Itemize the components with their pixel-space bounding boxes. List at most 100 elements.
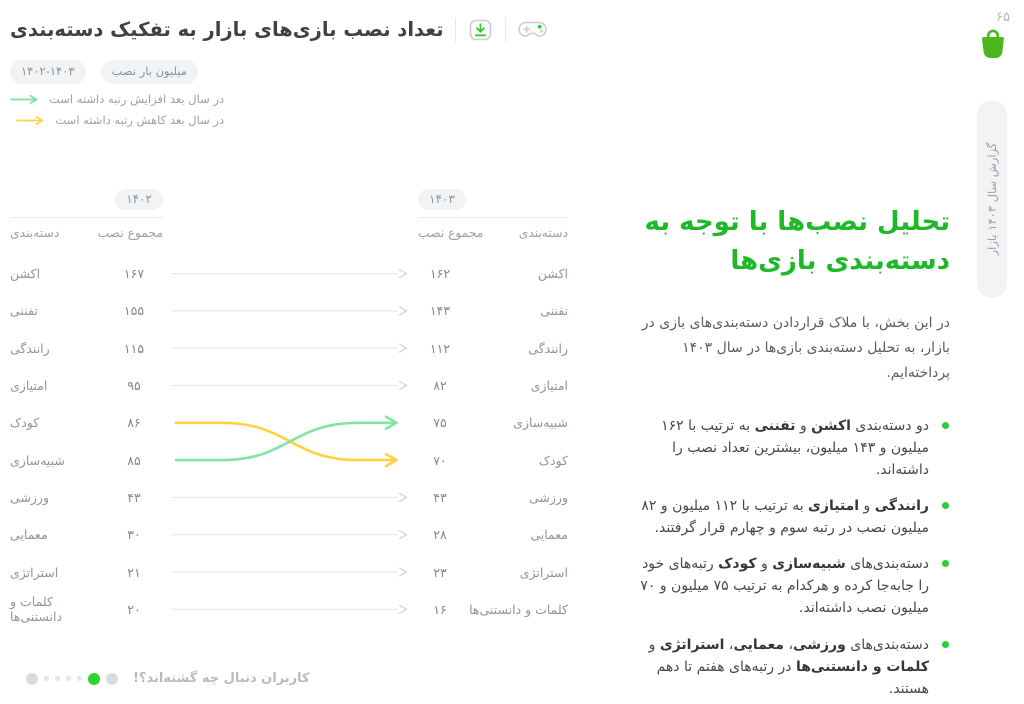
bullet-dot-icon xyxy=(942,421,949,429)
analysis-bullet: رانندگی و امتیازی به ترتیب با ۱۱۲ میلیون… xyxy=(628,495,950,539)
year-badge-1403: ۱۴۰۳ xyxy=(418,189,466,210)
page-dots xyxy=(26,672,118,685)
page-dot[interactable] xyxy=(106,672,118,685)
table-row: ۱۶۲ اکشن xyxy=(418,255,568,292)
rows-1403: ۱۶۲ اکشن ۱۴۳ تفننی ۱۱۲ رانندگی ۸۲ امتیازی ۷۵ شبیه… xyxy=(418,255,568,628)
bullet-dot-icon xyxy=(942,502,949,510)
analysis-heading: تحلیل نصب‌ها با توجه به دسته‌بندی بازی‌ه… xyxy=(628,203,950,281)
category-label: تفننی xyxy=(540,303,568,319)
slope-line-same xyxy=(171,343,408,353)
table-row: ورزشی ۴۳ xyxy=(10,479,163,516)
analysis-section: تحلیل نصب‌ها با توجه به دسته‌بندی بازی‌ه… xyxy=(628,203,950,700)
bullet-text-bold: کلمات و دانستنی‌ها xyxy=(795,658,929,675)
installs-value: ۳۰ xyxy=(127,527,141,543)
category-label: کلمات و دانستنی‌ها xyxy=(469,601,568,617)
category-label: شبیه‌سازی xyxy=(513,415,568,431)
side-tab-label: گزارش سال ۱۴۰۳ بازار xyxy=(985,142,999,256)
installs-value: ۱۵۵ xyxy=(123,303,145,319)
category-label: کودک xyxy=(10,415,40,431)
category-label: معمایی xyxy=(530,527,568,543)
bullet-text-bold: امتیازی xyxy=(808,498,860,515)
download-icon[interactable] xyxy=(467,16,494,43)
bullet-text-bold: ورزشی xyxy=(793,636,846,653)
bullet-text-bold: شبیه‌سازی xyxy=(772,556,846,573)
installs-value: ۱۶ xyxy=(433,601,447,617)
category-label: رانندگی xyxy=(10,340,50,356)
category-label: استراتژی xyxy=(10,564,59,580)
page-dot[interactable] xyxy=(55,676,60,681)
bazaar-basket-logo-icon xyxy=(982,29,1004,58)
table-row: ۴۳ ورزشی xyxy=(418,479,568,516)
page-dot-active[interactable] xyxy=(88,672,100,685)
installs-value: ۴۳ xyxy=(127,489,141,505)
category-label: امتیازی xyxy=(530,378,568,394)
installs-value: ۱۴۳ xyxy=(429,303,451,319)
year-badge-1402: ۱۴۰۲ xyxy=(115,189,163,210)
divider xyxy=(418,217,568,218)
category-label: تفننی xyxy=(10,303,38,319)
installs-value: ۱۱۲ xyxy=(429,340,451,356)
table-row: ۱۴۳ تفننی xyxy=(418,292,568,329)
installs-value: ۱۱۵ xyxy=(123,340,145,356)
bullet-text: ، xyxy=(724,636,734,653)
analysis-bullets: دو دسته‌بندی اکشن و تفننی به ترتیب با ۱۶… xyxy=(628,415,950,700)
category-label: ورزشی xyxy=(528,489,568,505)
bullet-text-bold: استراتژی xyxy=(659,636,725,653)
slope-line-same xyxy=(171,567,408,577)
table-row: رانندگی ۱۱۵ xyxy=(10,330,163,367)
slope-line-same xyxy=(171,492,408,503)
installs-value: ۲۰ xyxy=(127,601,141,617)
table-row: کلمات و دانستنی‌ها ۲۰ xyxy=(10,591,163,628)
page-title: تعداد نصب بازی‌های بازار به تفکیک دسته‌ب… xyxy=(10,18,444,41)
category-label: کودک xyxy=(538,452,568,468)
table-row: اکشن ۱۶۷ xyxy=(10,255,163,292)
installs-value: ۲۱ xyxy=(127,564,141,580)
page-dot[interactable] xyxy=(77,676,82,681)
side-tab-report-bookmark[interactable]: گزارش سال ۱۴۰۳ بازار xyxy=(977,100,1007,298)
table-row: کودک ۸۶ xyxy=(10,404,163,441)
category-label: اکشن xyxy=(10,266,41,282)
table-row: ۱۶ کلمات و دانستنی‌ها xyxy=(418,591,568,628)
unit-badge: میلیون بار نصب xyxy=(100,60,198,84)
legend-item-down: در سال بعد کاهش رتبه داشته است xyxy=(10,113,224,127)
page-dot[interactable] xyxy=(44,676,49,681)
slope-lines-chart xyxy=(171,268,408,614)
slope-line-same xyxy=(171,306,408,316)
column-header-category: دسته‌بندی xyxy=(518,226,568,240)
gamepad-icon[interactable] xyxy=(517,17,548,42)
table-row: شبیه‌سازی ۸۵ xyxy=(10,441,163,478)
installs-value: ۲۸ xyxy=(433,527,447,543)
bullet-text: به ترتیب با ۱۶۲ میلیون و ۱۴۳ میلیون، بیش… xyxy=(661,417,929,478)
legend-item-up: در سال بعد افزایش رتبه داشته است xyxy=(10,92,224,106)
slope-line-same xyxy=(171,380,408,391)
next-section-label: کاربران دنبال چه گشته‌اند؟! xyxy=(133,671,310,686)
category-label: شبیه‌سازی xyxy=(10,452,65,468)
bullet-dot-icon xyxy=(942,560,949,568)
page-number: ۶۵ xyxy=(996,10,1010,25)
divider xyxy=(504,17,506,42)
page-dot[interactable] xyxy=(26,672,38,685)
installs-value: ۱۶۲ xyxy=(429,266,451,282)
table-row: ۸۲ امتیازی xyxy=(418,367,568,404)
table-row: ۲۳ استراتژی xyxy=(418,553,568,590)
bullet-text: و xyxy=(859,498,875,515)
divider xyxy=(10,217,163,218)
bullet-text: در رتبه‌های هفتم تا دهم هستند. xyxy=(656,658,929,697)
legend-label: در سال بعد افزایش رتبه داشته است xyxy=(49,92,225,106)
category-label: امتیازی xyxy=(10,378,48,394)
bullet-dot-icon xyxy=(942,640,949,648)
rows-1402: اکشن ۱۶۷ تفننی ۱۵۵ رانندگی ۱۱۵ امتیازی ۹۵ کودک ۸۶… xyxy=(10,255,163,628)
slope-line-same xyxy=(171,530,408,540)
bullet-text-bold: کودک xyxy=(718,556,757,573)
category-label: ورزشی xyxy=(10,489,50,505)
installs-value: ۷۵ xyxy=(433,415,447,431)
page-dot[interactable] xyxy=(66,676,71,681)
bullet-text: به ترتیب با ۱۱۲ میلیون و ۸۲ میلیون نصب د… xyxy=(641,498,929,537)
installs-value: ۸۵ xyxy=(127,452,141,468)
category-label: کلمات و دانستنی‌ها xyxy=(10,594,63,625)
legend-arrow-icon xyxy=(16,115,44,125)
bullet-text: دسته‌بندی‌های xyxy=(845,556,929,573)
slope-line-same xyxy=(171,268,408,279)
column-header-total: مجموع نصب xyxy=(97,226,163,240)
bullet-text: و xyxy=(648,636,660,653)
